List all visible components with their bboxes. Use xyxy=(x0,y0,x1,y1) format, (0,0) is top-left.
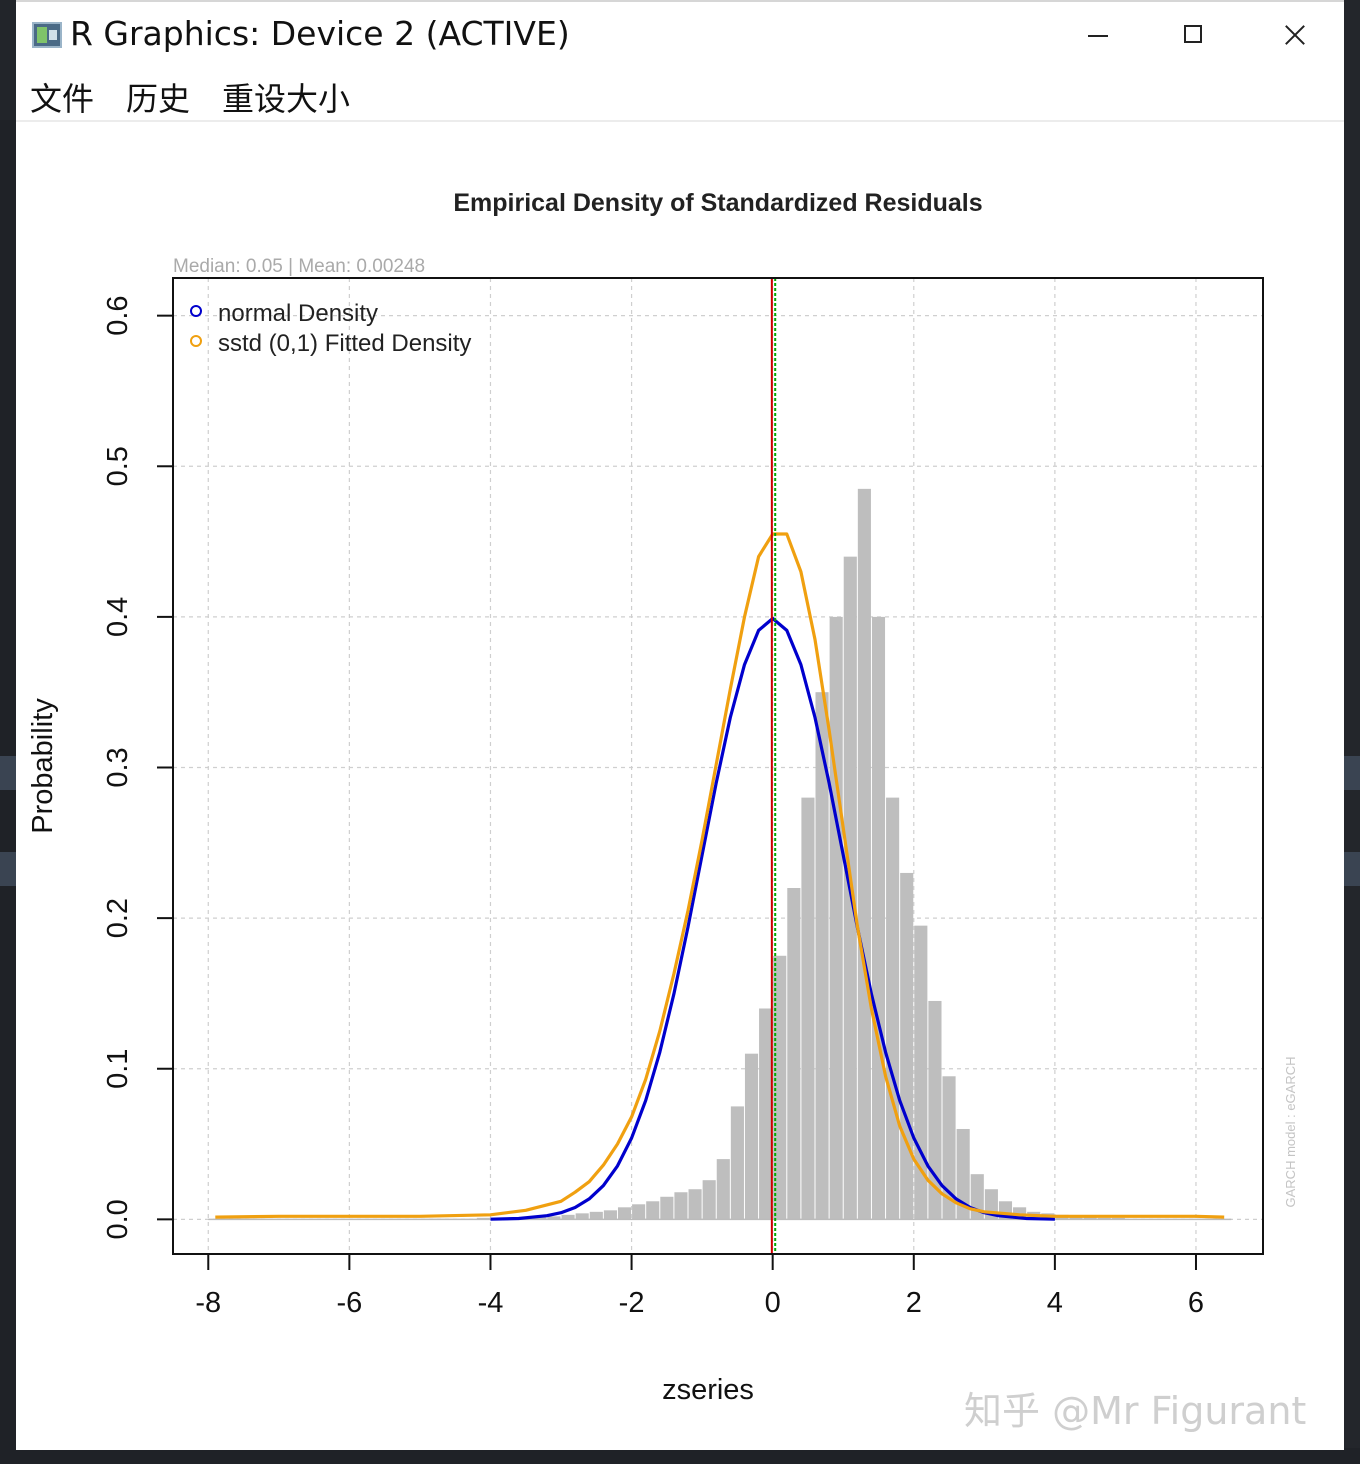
density-lines xyxy=(208,278,1232,1254)
y-tick-label: 0.0 xyxy=(102,1199,134,1239)
plot-area: Empirical Density of Standardized Residu… xyxy=(16,122,1344,1450)
editor-highlight-band xyxy=(1344,852,1360,886)
x-tick-label: 0 xyxy=(765,1287,781,1319)
maximize-button[interactable] xyxy=(1164,12,1224,58)
histogram-bar xyxy=(942,1076,956,1220)
grid-lines xyxy=(173,278,1263,1254)
x-tick-label: -6 xyxy=(336,1287,362,1319)
y-tick-label: 0.5 xyxy=(102,446,134,486)
y-tick-label: 0.2 xyxy=(102,898,134,938)
histogram-bar xyxy=(660,1196,674,1220)
y-tick-label: 0.4 xyxy=(102,597,134,637)
y-tick-label: 0.1 xyxy=(102,1049,134,1089)
histogram-bar xyxy=(956,1128,970,1220)
histogram-bar xyxy=(829,616,843,1220)
x-tick-label: -2 xyxy=(619,1287,645,1319)
window-title: R Graphics: Device 2 (ACTIVE) xyxy=(70,14,570,53)
r-graphics-app-icon xyxy=(32,22,62,48)
close-button[interactable] xyxy=(1264,12,1324,58)
histogram-bar xyxy=(603,1210,617,1220)
y-axis-label: Probability xyxy=(27,698,59,834)
background-editor-left xyxy=(0,120,16,1464)
editor-highlight-band xyxy=(1344,756,1360,790)
histogram-bar xyxy=(1097,1217,1111,1220)
histogram-bar xyxy=(744,1053,759,1220)
histogram-bar xyxy=(730,1106,744,1220)
histogram-bars xyxy=(476,488,1125,1220)
x-axis-label: zseries xyxy=(662,1374,754,1406)
histogram-bar xyxy=(476,1217,490,1220)
menu-history[interactable]: 历史 xyxy=(126,80,191,118)
histogram-bar xyxy=(688,1189,702,1220)
x-tick-label: 4 xyxy=(1047,1287,1063,1319)
histogram-bar xyxy=(759,1008,773,1220)
background-editor-bottom xyxy=(0,1448,1360,1464)
y-tick-label: 0.6 xyxy=(102,295,134,335)
histogram-bar xyxy=(773,955,787,1220)
legend-sstd-label: sstd (0,1) Fitted Density xyxy=(218,330,471,357)
background-editor-right xyxy=(1344,0,1360,1448)
histogram-bar xyxy=(547,1216,561,1220)
chart-title: Empirical Density of Standardized Residu… xyxy=(453,189,982,217)
density-chart: Empirical Density of Standardized Residu… xyxy=(27,189,1298,1406)
histogram-bar xyxy=(815,692,829,1220)
plot-frame xyxy=(172,277,1264,1255)
title-bar[interactable]: R Graphics: Device 2 (ACTIVE) xyxy=(16,2,1344,68)
minimize-button[interactable] xyxy=(1068,12,1128,58)
x-tick-label: 2 xyxy=(906,1287,922,1319)
menu-file[interactable]: 文件 xyxy=(30,80,95,118)
histogram-bar xyxy=(857,488,871,1220)
x-tick-label: 6 xyxy=(1188,1287,1204,1319)
histogram-bar xyxy=(617,1207,632,1220)
histogram-bar xyxy=(702,1180,716,1220)
editor-highlight-band xyxy=(0,852,16,886)
menu-resize[interactable]: 重设大小 xyxy=(222,80,351,118)
histogram-bar xyxy=(1111,1217,1125,1220)
x-tick-label: -4 xyxy=(478,1287,504,1319)
histogram-bar xyxy=(561,1214,575,1220)
histogram-bar xyxy=(886,797,900,1220)
histogram-bar xyxy=(589,1211,603,1220)
histogram-bar xyxy=(928,1000,942,1220)
zhihu-watermark: 知乎 @Mr Figurant xyxy=(964,1389,1307,1433)
x-tick-label: -8 xyxy=(195,1287,221,1319)
axes: -8 -6 -4 -2 0 2 4 6 0.0 0.1 0.2 0.3 0.4 0.5 0.6 xyxy=(102,277,1264,1319)
menu-bar: 文件 历史 重设大小 xyxy=(16,68,1344,122)
histogram-bar xyxy=(871,616,886,1220)
histogram-bar xyxy=(716,1159,730,1220)
r-graphics-window: R Graphics: Device 2 (ACTIVE) 文件 历史 重设大小… xyxy=(16,0,1344,1450)
editor-highlight-band xyxy=(0,756,16,790)
sstd-density-line xyxy=(215,532,1225,1219)
histogram-bar xyxy=(900,872,914,1220)
histogram-bar xyxy=(787,888,801,1220)
legend-normal-label: normal Density xyxy=(218,300,378,327)
histogram-bar xyxy=(632,1204,646,1220)
model-side-note: GARCH model : eGARCH xyxy=(1283,1057,1298,1208)
legend-normal-marker xyxy=(190,305,202,317)
legend: normal Density sstd (0,1) Fitted Density xyxy=(190,300,471,357)
histogram-bar xyxy=(801,797,815,1220)
histogram-bar xyxy=(646,1201,660,1220)
y-tick-label: 0.3 xyxy=(102,747,134,787)
legend-sstd-marker xyxy=(190,335,202,347)
histogram-bar xyxy=(575,1213,589,1220)
chart-subtitle: Median: 0.05 | Mean: 0.00248 xyxy=(173,256,425,277)
histogram-bar xyxy=(674,1192,688,1220)
